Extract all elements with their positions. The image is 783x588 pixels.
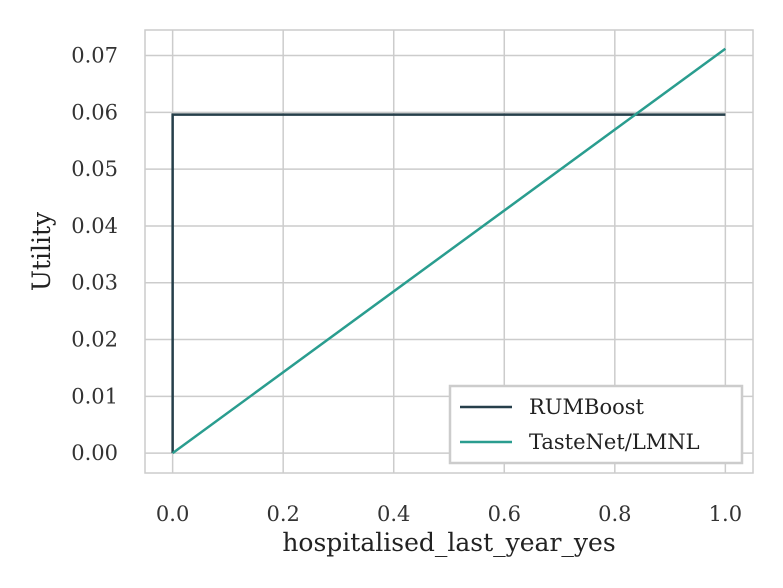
plot-frame (144, 29, 754, 474)
y-tick-label: 0.04 (71, 214, 118, 238)
legend-label-tastenet-lmnl: TasteNet/LMNL (529, 430, 700, 454)
y-axis-label: Utility (27, 211, 56, 291)
x-tick-label: 1.0 (709, 502, 742, 526)
x-tick-label: 0.6 (488, 502, 521, 526)
x-tick-label: 0.8 (598, 502, 631, 526)
x-axis-ticks: 0.0 0.2 0.4 0.6 0.8 1.0 (156, 502, 742, 526)
series-line-rumboost (171, 113, 726, 454)
x-axis-label: hospitalised_last_year_yes (282, 528, 615, 557)
y-tick-label: 0.00 (71, 441, 118, 465)
series-layer (171, 47, 727, 455)
legend-label-rumboost: RUMBoost (529, 395, 645, 419)
y-tick-label: 0.06 (71, 100, 118, 124)
y-tick-label: 0.01 (71, 384, 118, 408)
y-tick-label: 0.03 (71, 271, 118, 295)
x-tick-label: 0.0 (156, 502, 189, 526)
series-line-tastenet-lmnl (171, 47, 727, 455)
y-tick-label: 0.02 (71, 328, 118, 352)
legend: RUMBoost TasteNet/LMNL (448, 384, 744, 465)
legend-box (448, 384, 744, 465)
x-tick-label: 0.4 (377, 502, 410, 526)
y-tick-label: 0.07 (71, 44, 118, 68)
y-axis-ticks: 0.00 0.01 0.02 0.03 0.04 0.05 0.06 0.07 (71, 44, 118, 466)
x-tick-label: 0.2 (266, 502, 299, 526)
y-tick-label: 0.05 (71, 157, 118, 181)
